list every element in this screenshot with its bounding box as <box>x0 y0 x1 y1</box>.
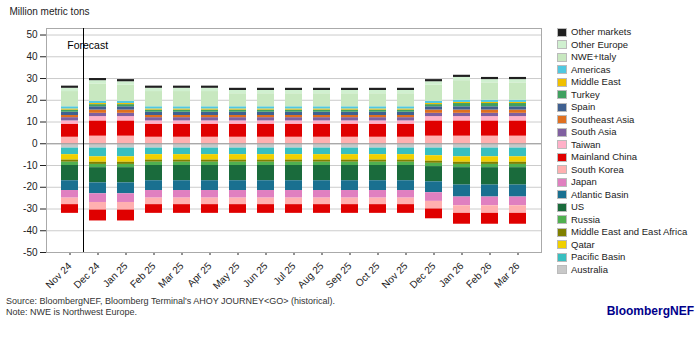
svg-text:Sep 25: Sep 25 <box>323 260 353 290</box>
svg-text:Jul 25: Jul 25 <box>271 260 298 287</box>
html-text:Australia: Australia <box>571 263 608 275</box>
html-text:Other markets: Other markets <box>571 26 632 37</box>
html-text:Source: BloombergNEF, Bloomber: Source: BloombergNEF, Bloomberg Terminal… <box>6 296 335 317</box>
svg-text:Mar 26: Mar 26 <box>492 260 522 290</box>
svg-text:10: 10 <box>26 116 38 127</box>
svg-text:-30: -30 <box>23 203 38 214</box>
html-text:Pacific Basin: Pacific Basin <box>571 251 626 262</box>
html-text:Spain: Spain <box>571 101 596 112</box>
svg-text:Dec 24: Dec 24 <box>71 260 101 290</box>
html-text:Qatar: Qatar <box>571 238 595 250</box>
svg-text:Aug 25: Aug 25 <box>295 260 325 290</box>
html-text:US: US <box>571 201 585 212</box>
svg-text:Feb 26: Feb 26 <box>464 260 494 290</box>
html-text:South Korea: South Korea <box>571 163 624 175</box>
svg-text:40: 40 <box>26 51 38 62</box>
svg-text:Jan 25: Jan 25 <box>101 260 130 289</box>
svg-text:Apr 25: Apr 25 <box>185 260 214 289</box>
html-text:South Asia: South Asia <box>571 126 617 137</box>
svg-text:-40: -40 <box>23 225 38 236</box>
html-text:Middle East and East Africa: Middle East and East Africa <box>571 226 688 237</box>
svg-text:Mar 25: Mar 25 <box>156 260 186 290</box>
html-text:Russia: Russia <box>571 213 600 225</box>
html-text:Japan: Japan <box>571 176 597 187</box>
svg-text:50: 50 <box>26 29 38 40</box>
svg-text:Feb 25: Feb 25 <box>128 260 158 290</box>
html-text:Taiwan: Taiwan <box>571 138 601 150</box>
svg-text:0: 0 <box>32 138 38 149</box>
svg-text:30: 30 <box>26 73 38 84</box>
html-text:Mainland China: Mainland China <box>571 151 637 162</box>
svg-text:-50: -50 <box>23 247 38 258</box>
html-text:Americas: Americas <box>571 63 611 75</box>
svg-text:Jun 25: Jun 25 <box>241 260 270 289</box>
html-text:NWE+Italy: NWE+Italy <box>571 51 617 62</box>
svg-text:20: 20 <box>26 94 38 105</box>
html-text:Southeast Asia: Southeast Asia <box>571 113 635 125</box>
svg-text:-20: -20 <box>23 181 38 192</box>
svg-text:Oct 25: Oct 25 <box>353 260 382 289</box>
html-text:Turkey: Turkey <box>571 88 600 100</box>
svg-text:Dec 25: Dec 25 <box>407 260 437 290</box>
svg-text:Jan 26: Jan 26 <box>437 260 466 289</box>
svg-text:May 25: May 25 <box>211 260 242 291</box>
html-text:Other Europe: Other Europe <box>571 38 628 50</box>
html-text:Atlantic Basin: Atlantic Basin <box>571 188 629 200</box>
svg-text:Nov 25: Nov 25 <box>379 260 409 290</box>
svg-text:Forecast: Forecast <box>67 39 108 51</box>
html-text:Middle East: Middle East <box>571 76 621 87</box>
svg-text:Million metric tons: Million metric tons <box>10 6 90 17</box>
svg-text:Nov 24: Nov 24 <box>43 260 73 290</box>
html-text:BloombergNEF: BloombergNEF <box>606 304 694 318</box>
svg-text:-10: -10 <box>23 160 38 171</box>
